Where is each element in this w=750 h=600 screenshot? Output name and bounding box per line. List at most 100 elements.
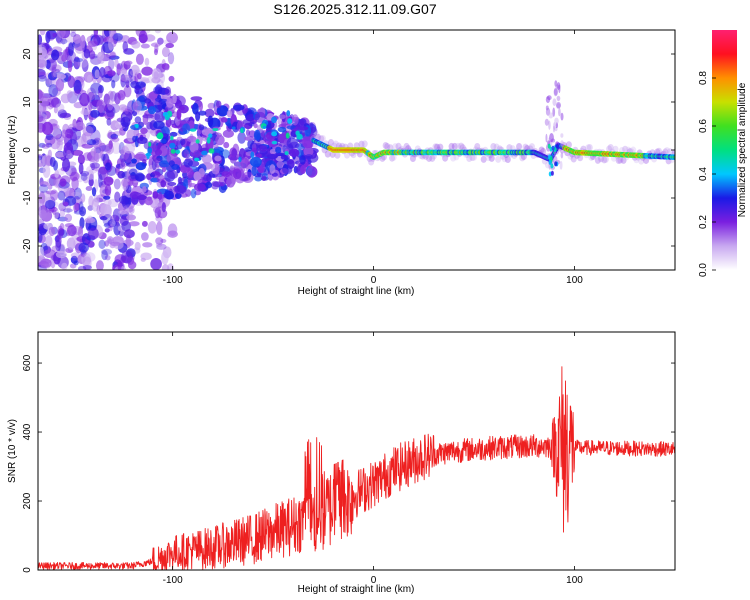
spectrogram-cell [164,189,170,197]
spectrogram-cell [59,112,72,118]
spectrogram-cell [87,169,94,181]
spectrogram-cell [70,31,77,37]
spectrogram-cell [47,95,60,108]
spectrogram-cell [379,154,386,162]
snr-frame [37,331,676,571]
spectrogram-cell [109,51,116,58]
spectrogram-cell [250,156,262,168]
spectrogram-cell [91,139,100,146]
spectrogram-cell [392,143,399,151]
spectrogram-cell [94,152,100,163]
x-tick-label: -100 [163,275,183,286]
spectrogram-cell [60,38,68,45]
spectrogram-cell [101,248,113,256]
spectrogram-cell [77,154,85,165]
spectrogram-cell [471,153,478,161]
spectrogram-cell [71,191,81,197]
spectrogram-cell [45,78,53,88]
spectrogram-cell [547,143,551,149]
spectrogram-cell [344,151,351,159]
colorbar-tick-label: 0.0 [698,263,709,277]
spectrogram-cell [45,190,57,195]
spectrogram-cell [47,184,53,190]
spectrogram-cell [303,146,314,157]
spectrogram-cell [38,201,42,216]
spectrogram-cell [257,166,264,174]
spectrogram-cell [107,70,116,77]
spectrogram-cell [54,68,60,73]
spectrogram-cell [73,187,82,200]
spectrogram-cell [106,236,114,245]
spectrogram-cell [179,138,186,146]
spectrogram-cell [215,134,225,146]
spectrogram-cell [62,208,73,213]
spectrogram-cell [113,178,121,190]
spectrogram-cell [90,109,100,118]
spectrogram-cell [607,144,614,152]
spectrogram-cell [121,197,131,209]
spectrogram-cell [295,130,300,136]
spectrogram-cell [142,114,154,119]
spectrogram-cell [101,249,108,261]
spectrogram-cell [490,143,497,151]
spectrogram-cell [81,252,92,266]
spectrogram-cell [221,171,231,178]
spectrogram-cell [186,135,197,143]
spectrogram-cell [123,204,133,213]
spectrogram-cell [293,126,305,133]
spectrogram-cell [55,251,67,259]
spectrogram-cell [83,48,91,59]
spectrogram-cell [74,61,80,68]
spectrogram-cell [266,153,278,160]
spectrogram-cell [585,144,592,152]
spectrogram-cell [88,178,94,187]
spectrogram-cell [190,96,203,101]
spectrogram-cell [164,86,172,96]
spectrogram-cell [155,237,164,245]
spectrogram-cell [207,102,216,109]
spectrogram-cell [38,110,42,118]
spectrogram-cell [554,117,559,125]
spectrogram-cell [125,185,132,194]
spectrogram-cell [154,110,165,123]
spectrogram-cell [544,118,549,126]
spectrogram-cell [62,158,71,172]
spectrogram-cell [118,104,128,111]
spectrogram-cell [166,31,178,44]
spectrogram-cell [552,98,557,107]
spectrogram-cell [615,157,622,165]
spectrogram-cell [655,147,662,155]
spectrogram-cell [156,221,163,236]
spectrogram-cell [154,97,163,102]
spectrogram-cell [108,58,115,71]
spectrogram-cell [594,156,601,164]
spectrogram-cell [437,143,444,151]
spectrogram-cell [88,173,95,187]
spectrogram-cell [175,149,181,154]
spectrogram-cell [38,159,44,167]
spectrogram-cell [550,163,554,169]
spectrogram-cell [242,171,254,184]
spectrogram-cell [168,75,175,82]
spectrogram-cell [553,88,558,97]
spectrogram-cell [134,153,146,160]
spectrogram-cell [150,257,162,270]
spectrogram-cell [151,171,161,176]
spectrogram-cell [474,143,481,151]
spectrogram-cell [261,175,267,181]
spectrogram-cell [97,51,105,61]
spectrogram-x-ticks: -100 0 100 [163,30,583,286]
spectrogram-cell [94,69,100,79]
spectrogram-cell [73,260,79,266]
spectrogram-cell [48,84,59,98]
spectrogram-cell [73,202,79,213]
spectrogram-cell [38,46,48,58]
spectrogram-cell [229,155,237,164]
spectrogram-cell [152,191,159,199]
spectrogram-cell [262,134,272,143]
spectrogram-y-ticks: -20 -10 0 10 20 [22,48,675,253]
spectrogram-cell [82,132,92,143]
spectrogram-cell [61,262,68,270]
spectrogram-cell [38,122,43,133]
spectrogram-cell [262,125,267,129]
